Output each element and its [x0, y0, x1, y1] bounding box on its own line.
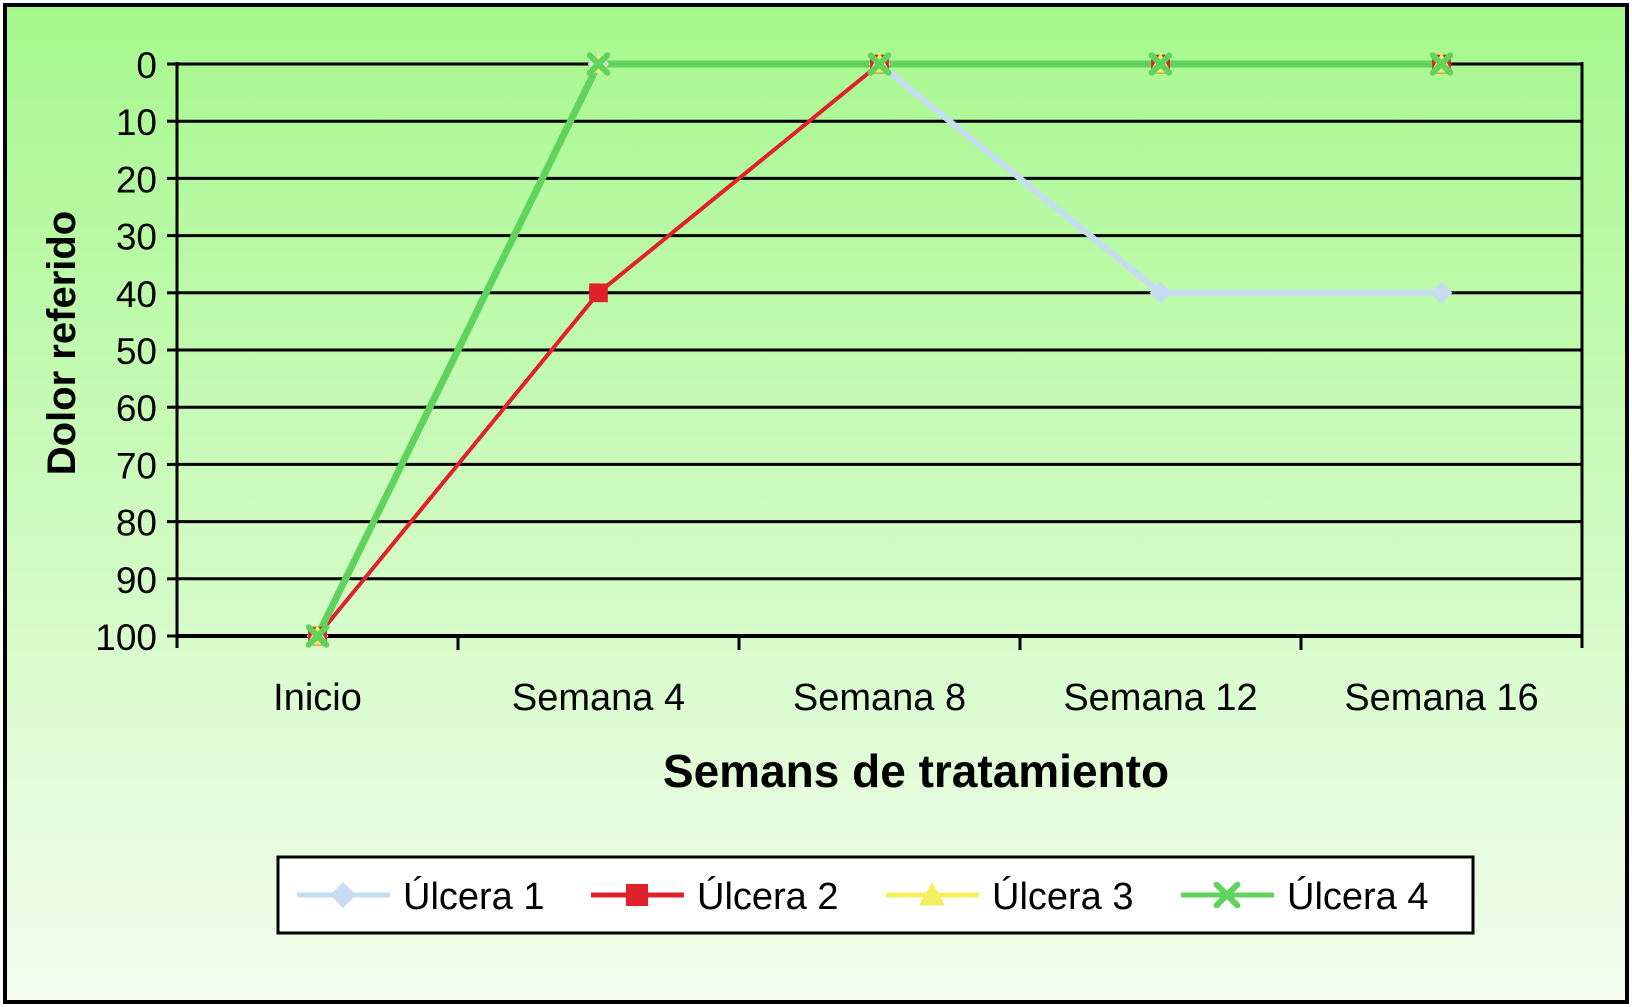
x-tick-labels: Inicio Semana 4 Semana 8 Semana 12 Semana 16: [273, 677, 1539, 719]
x-tick-label: Semana 16: [1344, 677, 1538, 719]
y-tick-label: 30: [116, 217, 157, 258]
data-point: [625, 883, 649, 907]
legend-label: Úlcera 1: [403, 875, 545, 918]
y-tick-label: 40: [116, 274, 157, 315]
data-point: [919, 882, 945, 906]
y-tick-label: 70: [116, 445, 157, 486]
data-point: [589, 283, 608, 303]
y-tick-label: 80: [116, 503, 157, 544]
x-tick-label: Semana 4: [512, 677, 685, 719]
axes: [175, 62, 1584, 650]
y-axis-title: Dolor referido: [40, 211, 84, 475]
x-axis-title: Semans de tratamiento: [663, 745, 1169, 797]
series-markers: [305, 52, 1454, 648]
y-tick-label: 100: [95, 617, 157, 658]
data-point: [1148, 52, 1173, 76]
data-point: [867, 52, 892, 76]
y-tick-label: 60: [116, 388, 157, 429]
data-point: [586, 52, 611, 76]
x-tick-label: Inicio: [273, 677, 362, 719]
data-point: [1213, 881, 1241, 909]
data-point: [1430, 281, 1453, 304]
legend-label: Úlcera 2: [697, 875, 839, 918]
legend-label: Úlcera 4: [1287, 875, 1429, 918]
y-tick-labels: 0 10 20 30 40 50 60 70 80 90 100: [95, 45, 157, 658]
y-tick-label: 10: [116, 102, 157, 143]
y-tick-label: 20: [116, 159, 157, 200]
data-point: [305, 624, 330, 648]
data-point: [1429, 52, 1454, 76]
y-tick-label: 90: [116, 560, 157, 601]
data-point: [1149, 281, 1172, 304]
data-point: [330, 882, 356, 908]
y-tick-label: 0: [136, 45, 157, 86]
x-tick-label: Semana 8: [793, 677, 966, 719]
legend: Úlcera 1 Úlcera 2 Úlcera 3 Úlcera 4: [276, 855, 1475, 935]
x-tick-label: Semana 12: [1063, 677, 1257, 719]
y-tick-label: 50: [116, 331, 157, 372]
chart-background: [3, 3, 1629, 1004]
legend-label: Úlcera 3: [992, 875, 1134, 918]
